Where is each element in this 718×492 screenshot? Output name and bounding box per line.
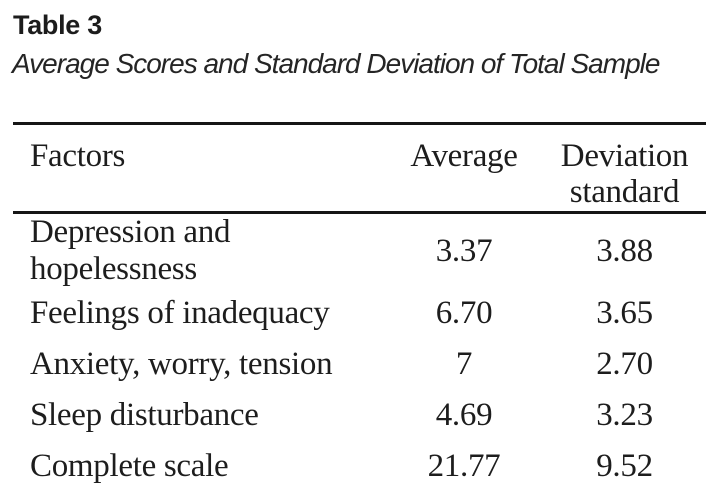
table-row: Feelings of inadequacy 6.70 3.65 — [13, 288, 706, 339]
factor-cell: Complete scale — [30, 448, 229, 484]
average-cell: 6.70 — [435, 295, 493, 331]
data-table: Factors Average Deviation standard Depre… — [13, 122, 706, 492]
deviation-cell: 3.65 — [596, 295, 653, 331]
deviation-cell: 2.70 — [596, 346, 653, 382]
col-header-factors: Factors — [13, 123, 385, 214]
factor-cell: Anxiety, worry, tension — [30, 346, 333, 382]
table-row: Anxiety, worry, tension 7 2.70 — [13, 339, 706, 390]
factor-cell: Depression and hopelessness — [30, 214, 231, 287]
table-number: Table 3 — [13, 10, 102, 40]
col-header-deviation-standard: Deviation standard — [543, 123, 706, 214]
factor-cell: Feelings of inadequacy — [30, 295, 330, 331]
average-cell: 21.77 — [427, 448, 501, 484]
average-cell: 7 — [455, 346, 473, 382]
deviation-cell: 9.52 — [596, 448, 653, 484]
table-row: Depression and hopelessness 3.37 3.88 — [13, 213, 706, 289]
average-cell: 3.37 — [435, 232, 493, 269]
deviation-cell: 3.23 — [596, 397, 653, 433]
factor-cell: Sleep disturbance — [30, 397, 259, 433]
average-cell: 4.69 — [435, 397, 493, 433]
table-row: Sleep disturbance 4.69 3.23 — [13, 390, 706, 441]
col-header-average: Average — [385, 123, 543, 214]
table-row: Complete scale 21.77 9.52 — [13, 441, 706, 492]
header-row: Factors Average Deviation standard — [13, 123, 706, 214]
deviation-cell: 3.88 — [596, 232, 653, 269]
table-caption: Average Scores and Standard Deviation of… — [12, 48, 660, 79]
